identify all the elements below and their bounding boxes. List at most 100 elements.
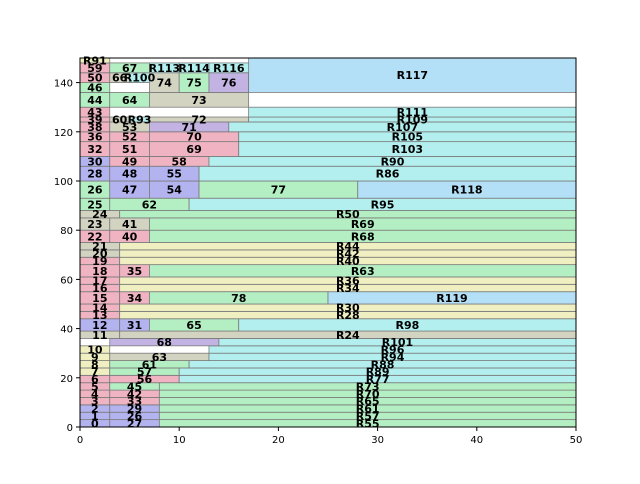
treemap-label-12: 12: [92, 319, 107, 332]
treemap-cell-R117: [248, 57, 577, 93]
treemap-label-R28: R28: [336, 309, 360, 322]
treemap-label-44: 44: [87, 94, 103, 107]
treemap-label-R119: R119: [436, 292, 467, 305]
treemap-label-73: 73: [191, 94, 206, 107]
treemap-label-R70: R70: [356, 388, 380, 401]
treemap-label-R116: R116: [213, 62, 245, 75]
treemap-label-71: 71: [181, 121, 196, 134]
x-tick-label: 0: [77, 435, 83, 446]
treemap-label-18: 18: [92, 265, 107, 278]
x-tick-label: 10: [173, 435, 186, 446]
treemap-label-50: 50: [87, 72, 103, 85]
treemap-label-R69: R69: [351, 218, 375, 231]
treemap-label-11: 11: [92, 329, 107, 342]
x-tick-label: 30: [371, 435, 384, 446]
treemap-label-R24: R24: [336, 329, 360, 342]
treemap-label-59: 59: [87, 62, 102, 75]
treemap-label-66: 66: [112, 72, 128, 85]
treemap-label-R77: R77: [366, 373, 390, 386]
treemap-label-51: 51: [122, 143, 137, 156]
y-tick-label: 0: [67, 423, 73, 434]
treemap-label-24: 24: [92, 208, 108, 221]
treemap-label-23: 23: [87, 218, 102, 231]
treemap-label-25: 25: [87, 198, 102, 211]
treemap-label-4: 4: [91, 388, 99, 401]
treemap-label-R109: R109: [397, 114, 428, 127]
treemap-label-R93: R93: [128, 114, 152, 127]
treemap-label-R91: R91: [83, 54, 107, 67]
treemap-label-62: 62: [142, 198, 157, 211]
treemap-label-74: 74: [157, 77, 173, 90]
y-tick-label: 140: [54, 79, 73, 90]
x-tick-label: 40: [470, 435, 483, 446]
treemap-label-7: 7: [91, 366, 99, 379]
treemap-cell-R116: [208, 62, 250, 74]
treemap-label-39: 39: [87, 114, 102, 127]
treemap-label-43: 43: [87, 106, 102, 119]
treemap-label-56: 56: [137, 373, 153, 386]
y-tick-label: 120: [54, 128, 73, 139]
treemap-label-17: 17: [92, 275, 107, 288]
treemap-label-3: 3: [91, 395, 99, 408]
treemap-label-40: 40: [122, 230, 138, 243]
treemap-label-77: 77: [271, 184, 286, 197]
treemap-label-R88: R88: [371, 358, 395, 371]
treemap-label-53: 53: [122, 121, 137, 134]
treemap-label-38: 38: [87, 121, 102, 134]
treemap-label-R42: R42: [336, 248, 360, 261]
treemap-label-R73: R73: [356, 380, 380, 393]
treemap-label-46: 46: [87, 82, 103, 95]
treemap-label-15: 15: [92, 292, 107, 305]
treemap-label-R61: R61: [356, 403, 380, 416]
treemap-label-76: 76: [221, 77, 237, 90]
treemap-label-67: 67: [122, 62, 137, 75]
treemap-label-68: 68: [157, 336, 172, 349]
y-axis: 0 20 40 60 80 100 120 140: [54, 79, 80, 434]
treemap-label-33: 33: [127, 395, 142, 408]
treemap-label-14: 14: [92, 302, 108, 315]
treemap-label-72: 72: [191, 114, 206, 127]
y-tick-label: 40: [60, 325, 73, 336]
y-tick-label: 100: [54, 177, 73, 188]
treemap-label-36: 36: [87, 131, 103, 144]
treemap-label-0: 0: [91, 417, 99, 430]
treemap-label-34: 34: [127, 292, 143, 305]
plot-frame: [79, 57, 577, 428]
treemap-label-6: 6: [91, 373, 99, 386]
treemap-label-19: 19: [92, 255, 107, 268]
treemap-label-45: 45: [127, 380, 142, 393]
treemap-label-26: 26: [127, 410, 143, 423]
treemap-label-R30: R30: [336, 302, 360, 315]
treemap-label-R114: R114: [178, 62, 210, 75]
treemap-label-R63: R63: [351, 265, 375, 278]
treemap-label-78: 78: [231, 292, 246, 305]
treemap-label-54: 54: [167, 184, 183, 197]
treemap-label-R118: R118: [451, 184, 482, 197]
treemap-label-52: 52: [122, 131, 137, 144]
x-axis: 0 10 20 30 40 50: [77, 427, 582, 446]
treemap-label-28: 28: [87, 168, 102, 181]
treemap-label-22: 22: [87, 230, 102, 243]
treemap-label-16: 16: [92, 282, 108, 295]
treemap-label-R94: R94: [381, 351, 405, 364]
treemap-label-42: 42: [127, 388, 142, 401]
treemap-label-65: 65: [186, 319, 201, 332]
treemap-label-R107: R107: [387, 121, 418, 134]
treemap-label-R65: R65: [356, 395, 380, 408]
treemap-label-49: 49: [122, 155, 137, 168]
treemap-label-58: 58: [172, 155, 187, 168]
treemap-label-41: 41: [122, 218, 137, 231]
treemap-label-47: 47: [122, 184, 137, 197]
treemap-label-R100: R100: [124, 72, 156, 85]
y-tick-label: 60: [60, 275, 73, 286]
treemap-label-8: 8: [91, 358, 99, 371]
treemap-label-21: 21: [92, 240, 107, 253]
treemap-label-R68: R68: [351, 230, 375, 243]
treemap-label-48: 48: [122, 168, 137, 181]
treemap-label-1: 1: [91, 410, 99, 423]
treemap-label-R90: R90: [381, 155, 405, 168]
y-tick-label: 80: [60, 226, 73, 237]
x-tick-label: 20: [272, 435, 285, 446]
